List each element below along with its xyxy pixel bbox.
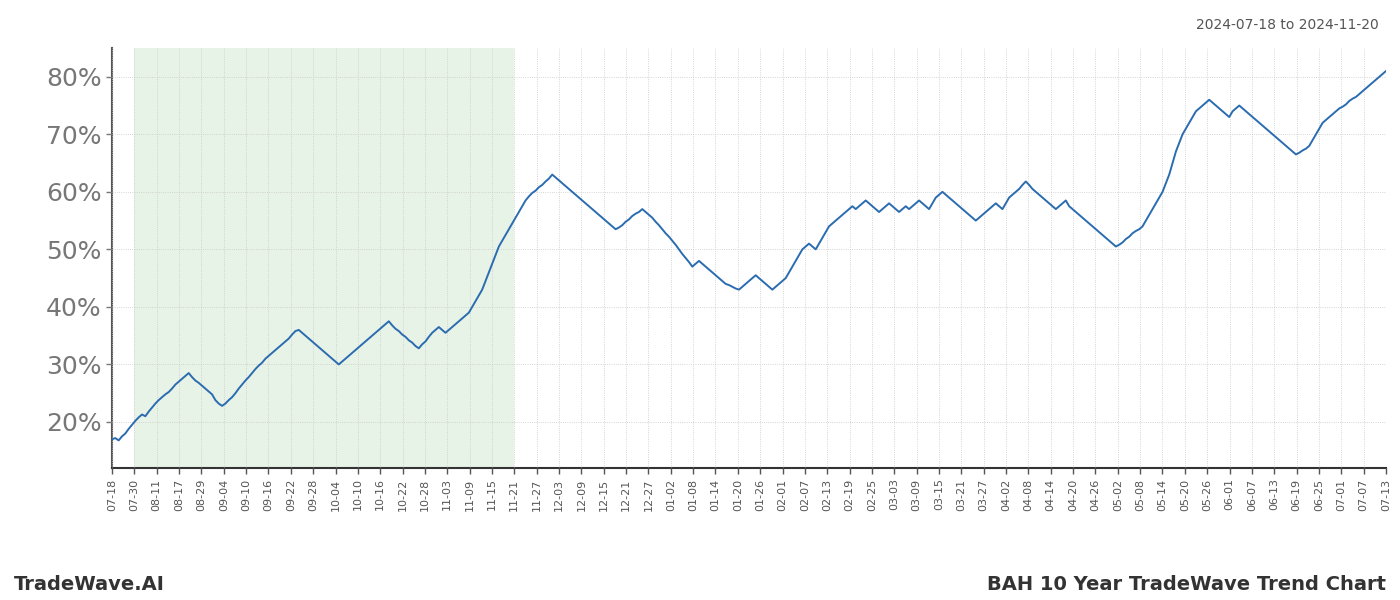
Text: TradeWave.AI: TradeWave.AI [14,575,165,594]
Text: 2024-07-18 to 2024-11-20: 2024-07-18 to 2024-11-20 [1196,18,1379,32]
Text: BAH 10 Year TradeWave Trend Chart: BAH 10 Year TradeWave Trend Chart [987,575,1386,594]
Bar [134,48,514,468]
